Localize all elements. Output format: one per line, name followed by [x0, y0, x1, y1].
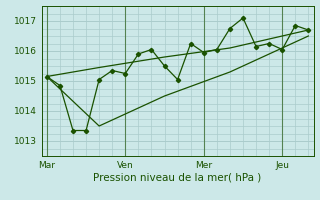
X-axis label: Pression niveau de la mer( hPa ): Pression niveau de la mer( hPa ) [93, 173, 262, 183]
